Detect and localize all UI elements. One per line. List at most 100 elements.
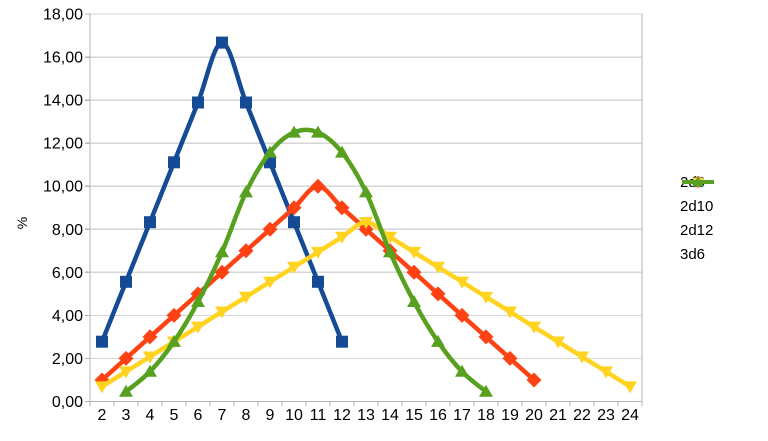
triangle-up-marker xyxy=(263,145,277,158)
triangle-up-marker xyxy=(335,145,349,158)
y-tick-label: 4,00 xyxy=(52,308,83,325)
triangle-down-marker xyxy=(575,351,589,364)
triangle-down-marker xyxy=(479,291,493,304)
x-tick-label: 11 xyxy=(310,407,327,424)
y-tick-label: 16,00 xyxy=(43,50,83,67)
square-marker xyxy=(312,275,324,288)
triangle-down-marker xyxy=(95,381,109,394)
triangle-down-marker xyxy=(599,366,613,379)
y-tick-label: 10,00 xyxy=(43,179,83,196)
legend-item-2d10: 2d10 xyxy=(680,175,714,215)
diamond-marker xyxy=(430,286,446,302)
triangle-down-marker xyxy=(191,321,205,334)
triangle-up-marker xyxy=(311,125,325,138)
y-tick-labels: 0,00 2,00 4,00 6,00 8,00 10,00 12,00 14,00 16,00… xyxy=(43,7,83,412)
triangle-down-marker xyxy=(623,381,637,394)
triangle-down-marker xyxy=(431,261,445,274)
triangle-up-marker xyxy=(191,295,205,307)
diamond-marker xyxy=(358,221,374,237)
triangle-up-marker xyxy=(431,334,445,347)
y-tick-label: 8,00 xyxy=(52,222,83,239)
x-tick-label: 9 xyxy=(266,407,275,424)
triangle-down-marker xyxy=(407,246,421,259)
square-marker xyxy=(216,36,228,49)
x-tick-label: 3 xyxy=(122,407,131,424)
x-tick-label: 23 xyxy=(597,407,615,424)
triangle-up-marker xyxy=(287,125,301,138)
series-2d12-markers xyxy=(95,217,637,394)
series-3d6 xyxy=(119,125,493,397)
series-3d6-line xyxy=(123,127,489,394)
x-tick-label: 4 xyxy=(146,407,155,424)
triangle-up-marker xyxy=(455,364,469,377)
y-tick-label: 18,00 xyxy=(43,7,83,24)
diamond-marker xyxy=(478,329,494,345)
triangle-down-marker xyxy=(215,306,229,319)
triangle-up-marker xyxy=(383,245,397,258)
x-tick-label: 6 xyxy=(194,407,203,424)
series-2d6-markers xyxy=(96,36,348,348)
series-3d6-markers xyxy=(119,125,493,397)
triangle-down-marker xyxy=(119,366,133,379)
x-tick-label: 2 xyxy=(98,407,107,424)
x-tick-label: 22 xyxy=(573,407,591,424)
triangle-down-marker xyxy=(143,351,157,364)
x-tick-label: 15 xyxy=(405,407,423,424)
legend: 2d62d102d123d6 xyxy=(680,174,714,263)
x-tick-label: 13 xyxy=(357,407,375,424)
x-tick-label: 5 xyxy=(170,407,179,424)
triangle-up-marker xyxy=(407,295,421,307)
legend-item-3d6: 3d6 xyxy=(680,176,714,263)
x-tick-label: 20 xyxy=(525,407,543,424)
series-layer xyxy=(94,36,637,397)
diamond-marker xyxy=(262,221,278,237)
x-tick-label: 21 xyxy=(549,407,567,424)
legend-label: 2d10 xyxy=(680,198,714,215)
legend-label: 2d12 xyxy=(680,222,714,239)
x-tick-label: 24 xyxy=(621,407,639,424)
legend-marker xyxy=(692,176,704,187)
x-tick-label: 7 xyxy=(218,407,227,424)
x-tick-label: 12 xyxy=(333,407,351,424)
diamond-marker xyxy=(454,307,470,323)
square-marker xyxy=(336,335,348,348)
diamond-marker xyxy=(334,200,350,216)
legend-item-2d12: 2d12 xyxy=(680,177,714,239)
triangle-down-marker xyxy=(359,217,373,229)
diamond-marker xyxy=(118,350,134,366)
diamond-marker xyxy=(214,264,230,280)
x-tick-label: 8 xyxy=(242,407,251,424)
square-marker xyxy=(96,335,108,348)
square-marker xyxy=(288,216,300,229)
diamond-marker xyxy=(238,243,254,259)
x-tick-label: 10 xyxy=(285,407,303,424)
y-tick-label: 2,00 xyxy=(52,351,83,368)
legend-label: 3d6 xyxy=(680,246,706,263)
triangle-down-marker xyxy=(335,231,349,244)
x-tick-label: 18 xyxy=(477,407,495,424)
diamond-marker xyxy=(502,350,518,366)
x-tick-label: 16 xyxy=(429,407,447,424)
triangle-up-marker xyxy=(119,384,133,397)
triangle-down-marker xyxy=(527,321,541,334)
square-marker xyxy=(168,156,180,169)
diamond-marker xyxy=(526,372,542,388)
x-tick-label: 19 xyxy=(501,407,519,424)
y-tick-label: 6,00 xyxy=(52,265,83,282)
series-2d12-line xyxy=(99,219,633,389)
triangle-up-marker xyxy=(167,334,181,347)
y-tick-label: 14,00 xyxy=(43,93,83,110)
series-2d12 xyxy=(95,217,637,394)
diamond-marker xyxy=(406,264,422,280)
triangle-down-marker xyxy=(455,276,469,289)
triangle-down-marker xyxy=(551,336,565,349)
legend-swatch-triangle-up-icon xyxy=(682,176,714,187)
series-2d6 xyxy=(96,36,348,348)
triangle-up-marker xyxy=(359,185,373,198)
square-marker xyxy=(192,96,204,109)
triangle-up-marker xyxy=(479,384,493,397)
triangle-down-marker xyxy=(383,231,397,244)
axes xyxy=(89,14,643,403)
triangle-up-marker xyxy=(215,245,229,258)
